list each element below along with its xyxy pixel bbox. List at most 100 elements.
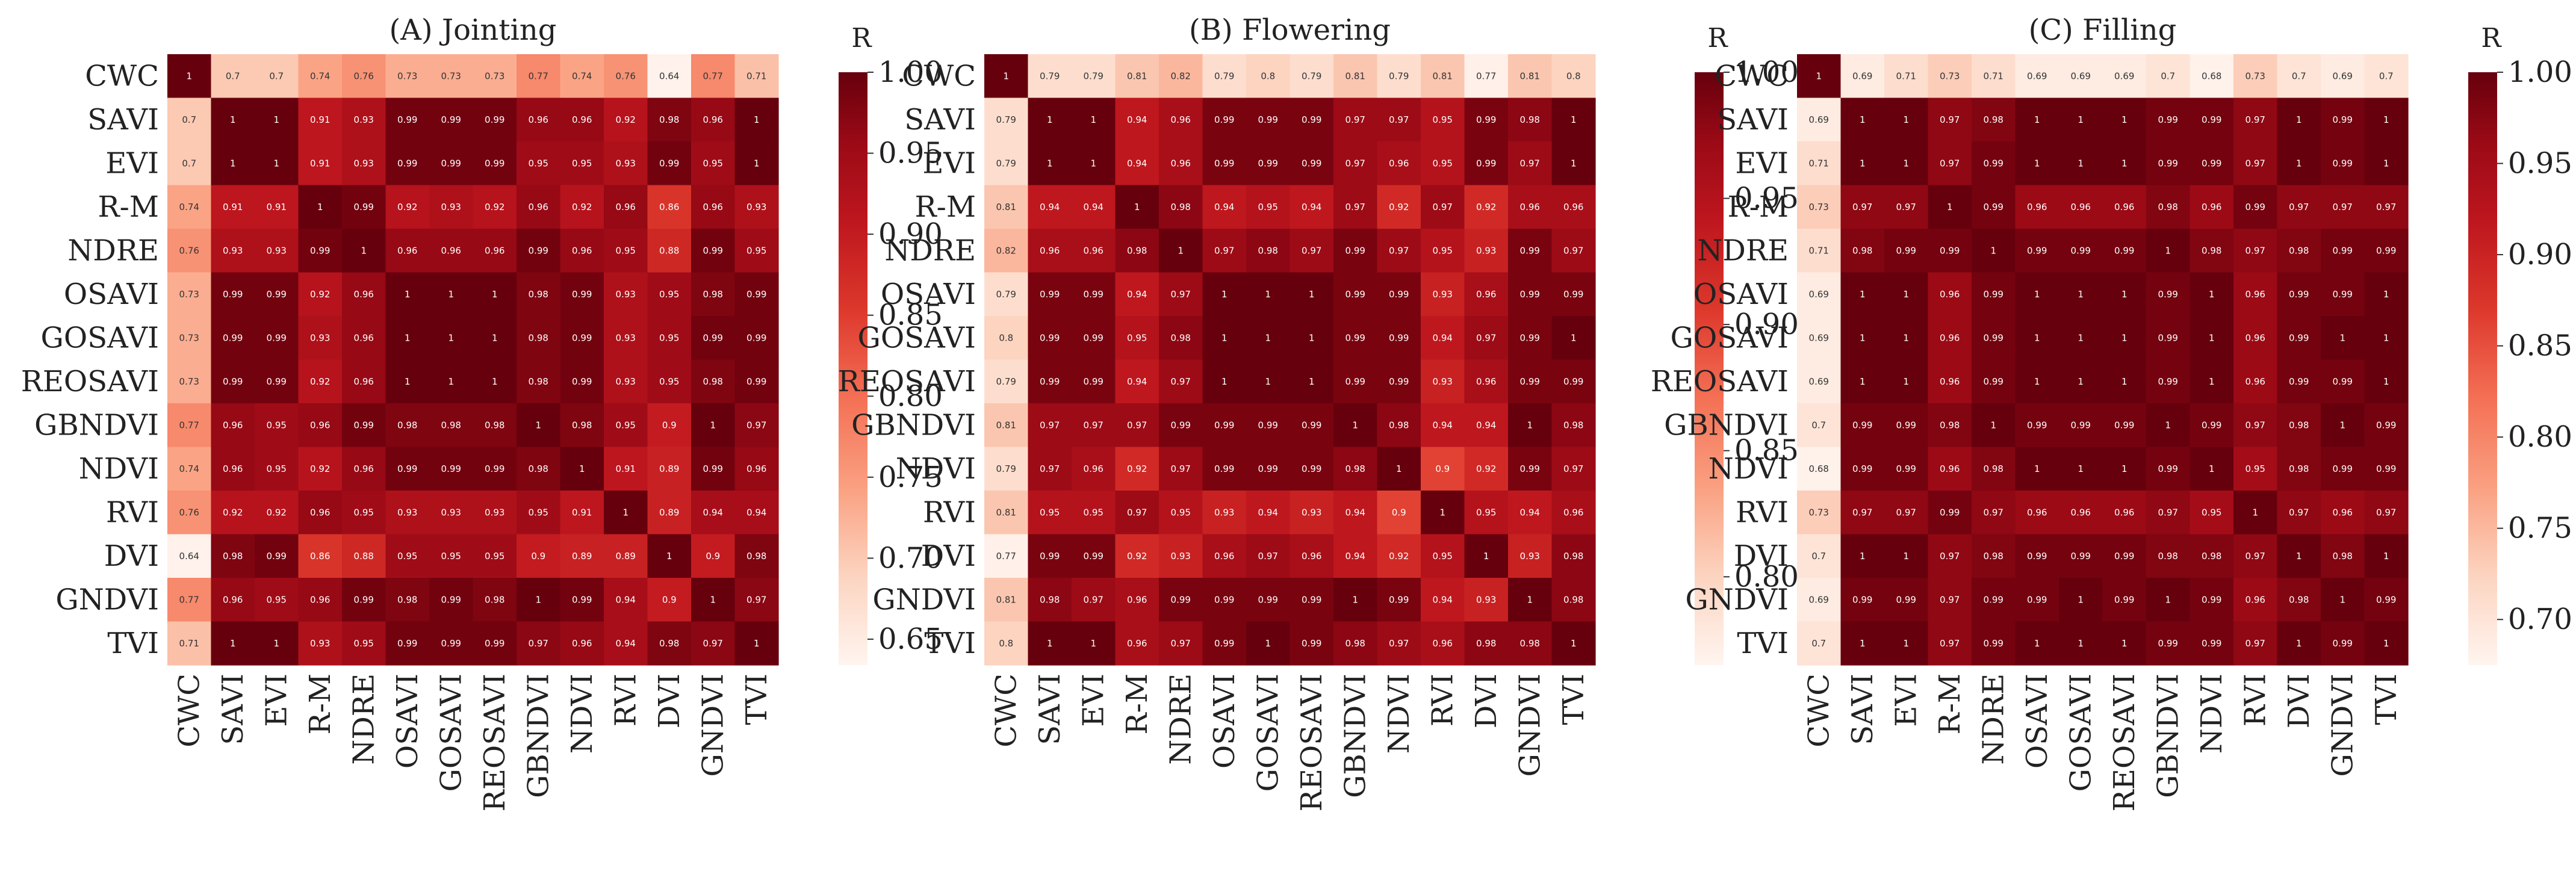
heatmap-cell-rvi-osavi (385, 491, 430, 535)
heatmap-cell-cwc-cwc (167, 54, 212, 99)
heatmap-cell-savi-ndre (1972, 98, 2016, 142)
heatmap-cell-ndvi-cwc (1797, 447, 1842, 491)
cell-value-label: 0.98 (1171, 202, 1191, 212)
row-label-gbndvi: GBNDVI (851, 408, 976, 442)
cell-value-label: 0.74 (179, 463, 199, 474)
cell-value-label: 1 (710, 420, 716, 430)
col-label-savi: SAVI (216, 674, 250, 745)
heatmap-cell-evi-gosavi (2059, 141, 2103, 186)
heatmap-cell-osavi-evi (1072, 272, 1116, 317)
cell-value-label: 0.71 (746, 70, 766, 81)
cell-value-label: 0.92 (267, 507, 287, 518)
heatmap-cell-gndvi-gosavi (429, 578, 474, 622)
heatmap-cell-savi-evi (255, 98, 299, 142)
cell-value-label: 0.99 (2376, 245, 2396, 256)
cell-value-label: 0.81 (1433, 70, 1453, 81)
cell-value-label: 1 (710, 594, 716, 605)
cell-value-label: 0.99 (441, 638, 461, 649)
heatmap-cell-dvi-osavi (385, 534, 430, 578)
heatmap-cell-reosavi-cwc (167, 359, 212, 404)
colorbar-tick-label: 0.75 (2508, 512, 2572, 545)
heatmap-cell-rvi-dvi (2277, 491, 2321, 535)
heatmap-cell-r-m-ndre (342, 185, 386, 229)
cell-value-label: 0.96 (1476, 289, 1496, 300)
cell-value-label: 0.77 (1476, 70, 1496, 81)
heatmap-cell-rvi-tvi (734, 491, 779, 535)
cell-value-label: 1 (1265, 376, 1271, 387)
heatmap-cell-dvi-savi (1028, 534, 1072, 578)
heatmap-cell-gndvi-evi (255, 578, 299, 622)
cell-value-label: 0.94 (1345, 551, 1365, 562)
cell-value-label: 0.97 (1258, 551, 1278, 562)
heatmap-cell-cwc-cwc (984, 54, 1029, 99)
heatmap-cell-gosavi-cwc (167, 316, 212, 361)
heatmap-cell-reosavi-r-m (1115, 359, 1159, 404)
cell-value-label: 0.99 (223, 332, 243, 343)
heatmap-cell-gosavi-osavi (1202, 316, 1247, 361)
cell-value-label: 1 (1571, 158, 1577, 169)
cell-value-label: 1 (1265, 289, 1271, 300)
heatmap-cell-gndvi-tvi (734, 578, 779, 622)
heatmap-cell-gbndvi-savi (1840, 403, 1885, 448)
cell-value-label: 1 (2078, 638, 2084, 649)
cell-value-label: 0.95 (1433, 158, 1453, 169)
cell-value-label: 0.99 (310, 245, 330, 256)
colorbar-tick-label: 1.00 (1734, 55, 1799, 89)
heatmap-cell-osavi-rvi (1421, 272, 1465, 317)
cell-value-label: 0.64 (179, 551, 199, 562)
heatmap-cell-ndre-r-m (1115, 229, 1159, 273)
row-label-gbndvi: GBNDVI (34, 408, 159, 442)
heatmap-cell-reosavi-rvi (2233, 359, 2278, 404)
heatmap-cell-tvi-savi (1840, 621, 1885, 666)
cell-value-label: 0.93 (485, 507, 504, 518)
heatmap-cell-tvi-rvi (604, 621, 648, 666)
heatmap-cell-gosavi-gosavi (429, 316, 474, 361)
cell-value-label: 0.81 (996, 594, 1016, 605)
cell-value-label: 1 (1265, 638, 1271, 649)
heatmap-cell-ndre-osavi (1202, 229, 1247, 273)
cell-value-label: 0.96 (354, 289, 374, 300)
colorbar-tick-label: 0.95 (878, 137, 943, 170)
cell-value-label: 0.99 (1345, 289, 1365, 300)
cell-value-label: 0.69 (1809, 332, 1829, 343)
heatmap-cell-r-m-ndvi (2190, 185, 2234, 229)
cell-value-label: 0.69 (2114, 70, 2134, 81)
heatmap-cell-gndvi-tvi (1551, 578, 1596, 622)
heatmap-cell-tvi-reosavi (1290, 621, 1334, 666)
cell-value-label: 1 (1396, 463, 1402, 474)
cell-value-label: 0.99 (1940, 245, 1960, 256)
cell-value-label: 0.92 (310, 376, 330, 387)
cell-value-label: 1 (1003, 70, 1009, 81)
heatmap-cell-ndre-gndvi (2321, 229, 2365, 273)
cell-value-label: 0.81 (996, 202, 1016, 212)
row-label-gosavi: GOSAVI (41, 321, 159, 355)
cell-value-label: 0.9 (531, 551, 545, 562)
heatmap-cell-reosavi-rvi (604, 359, 648, 404)
heatmap-cell-r-m-rvi (2233, 185, 2278, 229)
heatmap-cell-ndre-reosavi (473, 229, 517, 273)
heatmap-cell-dvi-reosavi (473, 534, 517, 578)
col-label-evi: EVI (1076, 674, 1110, 727)
cell-value-label: 0.73 (1809, 507, 1829, 518)
cell-value-label: 0.97 (1389, 638, 1409, 649)
heatmap-cell-savi-savi (1840, 98, 1885, 142)
cell-value-label: 1 (273, 158, 279, 169)
cell-value-label: 0.89 (659, 463, 679, 474)
col-label-reosavi: REOSAVI (1295, 674, 1329, 811)
cell-value-label: 0.98 (659, 638, 679, 649)
cell-value-label: 0.97 (1940, 158, 1960, 169)
heatmap-cells: 1 0.69 0.71 0.73 0.71 0.69 0.69 0.69 0.7 0.68 0.73… (1797, 54, 2409, 666)
row-label-dvi: DVI (921, 539, 976, 573)
cell-value-label: 0.99 (267, 289, 287, 300)
cell-value-label: 0.95 (1171, 507, 1191, 518)
heatmap-cell-ndre-cwc (167, 229, 212, 273)
heatmap-cell-gbndvi-cwc (1797, 403, 1842, 448)
heatmap-cell-ndvi-ndvi (2190, 447, 2234, 491)
cell-value-label: 0.69 (1809, 376, 1829, 387)
heatmap-cell-savi-gosavi (429, 98, 474, 142)
cell-value-label: 0.7 (2379, 70, 2394, 81)
heatmap-cell-reosavi-gosavi (1246, 359, 1291, 404)
heatmap-cell-r-m-ndre (1972, 185, 2016, 229)
heatmap-cell-gndvi-reosavi (1290, 578, 1334, 622)
